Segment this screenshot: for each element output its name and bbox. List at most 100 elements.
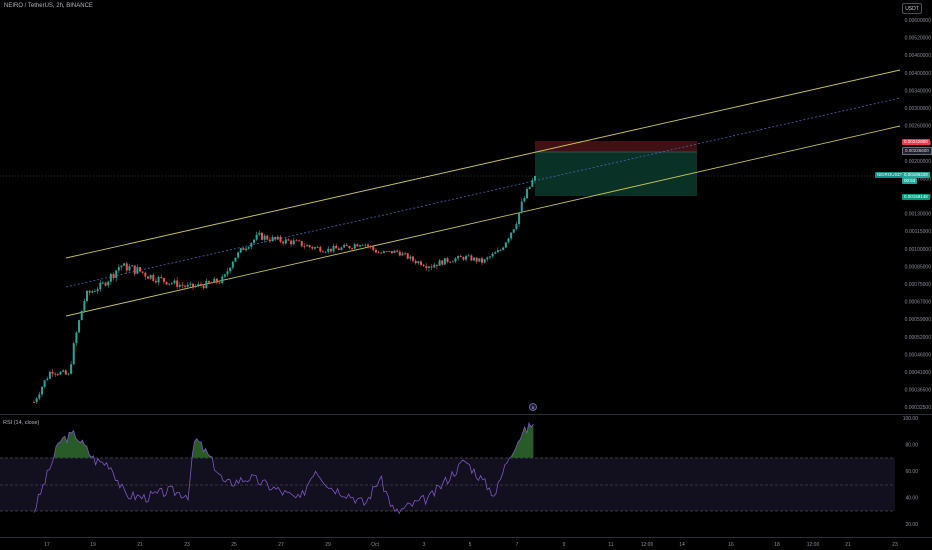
candle-body bbox=[64, 370, 67, 375]
price-tick-label: 0.00115000 bbox=[905, 229, 931, 235]
price-tick-label: 0.00300000 bbox=[905, 106, 932, 112]
candle-body bbox=[385, 251, 388, 253]
candle-body bbox=[451, 261, 454, 263]
candle-body bbox=[263, 235, 266, 240]
rsi-tick-label: 60.00 bbox=[905, 469, 918, 475]
candle-body bbox=[125, 263, 128, 271]
candle-body bbox=[473, 257, 476, 261]
price-axis[interactable]: 0.00600000 0.00520000 0.00460000 0.00400000… bbox=[905, 18, 932, 411]
channel-upper[interactable] bbox=[65, 69, 901, 259]
candle-body bbox=[107, 281, 110, 286]
candle-body bbox=[51, 371, 54, 374]
currency-button[interactable]: USDT bbox=[902, 3, 922, 14]
channel-lower[interactable] bbox=[65, 125, 901, 317]
candle-body bbox=[369, 246, 372, 247]
candle-body bbox=[149, 274, 152, 279]
candle-body bbox=[62, 370, 65, 372]
candle-body bbox=[478, 258, 481, 262]
candle-body bbox=[46, 378, 49, 381]
candle-body bbox=[200, 283, 202, 286]
candle-body bbox=[512, 229, 515, 233]
price-tick-label: 0.00075000 bbox=[905, 282, 932, 288]
candle-body bbox=[91, 291, 94, 293]
price-tick-label: 0.00260000 bbox=[905, 124, 932, 130]
candle-body bbox=[40, 386, 43, 395]
price-tick-label: 0.00067000 bbox=[905, 300, 932, 306]
candle-body bbox=[80, 310, 83, 321]
risk-zone[interactable] bbox=[535, 152, 697, 196]
rsi-axis[interactable]: 100.00 80.00 60.00 40.00 20.00 bbox=[903, 416, 919, 528]
candle-body bbox=[359, 245, 362, 247]
candle-body bbox=[430, 266, 433, 268]
candle-body bbox=[282, 241, 285, 244]
candle-body bbox=[237, 252, 240, 258]
candle-body bbox=[311, 246, 314, 249]
time-tick-label: 21 bbox=[845, 542, 851, 548]
channel-median[interactable] bbox=[65, 97, 901, 288]
rsi-tick-label: 40.00 bbox=[905, 496, 918, 502]
candle-body bbox=[184, 285, 187, 287]
time-tick-label: Oct bbox=[371, 542, 379, 548]
candle-body bbox=[534, 176, 536, 181]
candle-body bbox=[457, 256, 460, 259]
candle-body bbox=[470, 255, 473, 261]
candle-body bbox=[499, 250, 502, 251]
price-tick-label: 0.00100000 bbox=[905, 247, 932, 253]
candle-body bbox=[300, 240, 303, 247]
candle-body bbox=[486, 257, 489, 260]
candle-body bbox=[361, 244, 364, 246]
candle-body bbox=[231, 261, 234, 268]
candle-body bbox=[491, 253, 494, 257]
candle-body bbox=[422, 264, 425, 266]
svg-text:B: B bbox=[532, 405, 535, 410]
price-tick-label: 0.00175000 bbox=[905, 176, 932, 182]
candle-body bbox=[279, 236, 282, 242]
candle-body bbox=[518, 212, 521, 225]
time-axis[interactable]: 17 19 21 23 25 27 29 Oct 3 5 7 9 11 12:00 14 16 18 12:00 2… bbox=[44, 542, 898, 548]
candle-body bbox=[523, 198, 526, 202]
candle-body bbox=[462, 257, 465, 260]
event-marker-icon[interactable] bbox=[529, 403, 537, 411]
candle-body bbox=[367, 244, 369, 247]
candle-body bbox=[221, 276, 224, 284]
candle-body bbox=[417, 261, 420, 264]
time-tick-label: 18 bbox=[774, 542, 780, 548]
symbol-tag: NEIROUSDT bbox=[875, 172, 906, 178]
candle-body bbox=[131, 265, 134, 267]
candle-body bbox=[526, 189, 529, 199]
candle-body bbox=[382, 251, 385, 253]
candle-body bbox=[160, 276, 163, 279]
candle-body bbox=[483, 259, 486, 263]
time-tick-label: 23 bbox=[892, 542, 898, 548]
candle-body bbox=[303, 246, 306, 247]
target-price-tag: 0.00242800 bbox=[902, 139, 930, 145]
candle-body bbox=[93, 291, 96, 292]
candle-body bbox=[96, 289, 99, 292]
candle-body bbox=[144, 272, 147, 277]
price-tick-label: 0.00032500 bbox=[905, 405, 932, 411]
rsi-overbought-fill bbox=[53, 423, 534, 458]
candle-body bbox=[207, 280, 210, 283]
candle-body bbox=[120, 265, 123, 268]
candle-body bbox=[425, 265, 428, 268]
candle-body bbox=[136, 267, 139, 274]
target-zone[interactable] bbox=[535, 141, 697, 152]
candle-body bbox=[327, 248, 330, 252]
time-tick-label: 3 bbox=[423, 542, 426, 548]
rsi-legend-label[interactable]: RSI (14, close) bbox=[3, 420, 40, 426]
price-tick-label: 0.00520000 bbox=[905, 36, 932, 42]
candle-body bbox=[515, 224, 518, 230]
candle-body bbox=[139, 267, 142, 272]
candle-body bbox=[441, 260, 444, 265]
candle-body bbox=[345, 244, 348, 247]
price-tick-label: 0.00460000 bbox=[905, 53, 932, 59]
candle-body bbox=[337, 248, 340, 250]
stop-price-tag: 0.00159148 bbox=[902, 194, 930, 200]
candle-body bbox=[253, 239, 256, 243]
candle-body bbox=[189, 283, 192, 285]
time-tick-label: 25 bbox=[231, 542, 237, 548]
candle-body bbox=[186, 284, 189, 287]
candle-body bbox=[157, 276, 160, 283]
candle-body bbox=[438, 260, 441, 266]
